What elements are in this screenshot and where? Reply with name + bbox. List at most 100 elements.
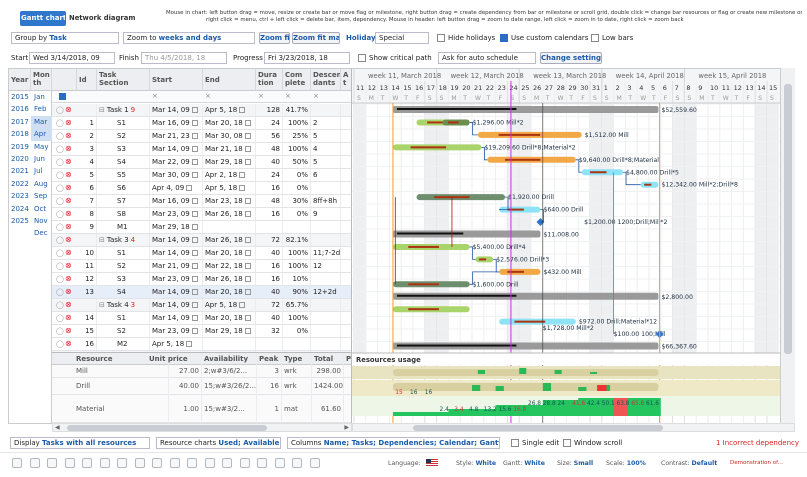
cell-dur[interactable]: 48: [271, 145, 280, 153]
cell-start[interactable]: Mar 14, 09: [152, 145, 190, 153]
filter-row[interactable]: × × × × ×: [52, 91, 351, 103]
dependency-line[interactable]: [469, 271, 500, 285]
calendar-icon[interactable]: [191, 250, 198, 256]
resource-peak[interactable]: 3: [257, 365, 282, 378]
cell-start[interactable]: Mar 29, 18: [152, 223, 190, 231]
cell-id[interactable]: 7: [89, 197, 94, 205]
day-label[interactable]: 17: [427, 84, 435, 92]
calendar-icon[interactable]: [191, 237, 198, 243]
day-label[interactable]: 27: [545, 84, 553, 92]
day-label[interactable]: 9: [698, 84, 702, 92]
cell-dep[interactable]: 5: [313, 158, 318, 166]
month-item[interactable]: Nov: [34, 216, 48, 225]
month-item[interactable]: May: [34, 142, 49, 151]
cell-id[interactable]: 14: [85, 314, 94, 322]
calendar-icon[interactable]: [239, 185, 246, 191]
month-item[interactable]: Jan: [34, 93, 45, 101]
cell-start[interactable]: Mar 14, 09: [152, 249, 190, 257]
dependency-line[interactable]: [469, 246, 476, 260]
day-label[interactable]: 3: [627, 84, 631, 92]
row-settings-icon[interactable]: ◯: [56, 275, 64, 283]
redo-icon[interactable]: [82, 458, 92, 468]
delete-row-icon[interactable]: ⊗: [65, 261, 72, 270]
cell-start[interactable]: Mar 21, 09: [152, 262, 190, 270]
task-name[interactable]: M2: [117, 340, 128, 348]
row-settings-icon[interactable]: ◯: [56, 327, 64, 335]
cell-start[interactable]: Mar 16, 09: [152, 119, 190, 127]
day-label[interactable]: 12: [368, 84, 376, 92]
day-label[interactable]: 20: [462, 84, 470, 92]
cell-comp[interactable]: 0%: [296, 184, 308, 192]
row-settings-icon[interactable]: ◯: [56, 119, 64, 127]
row-settings-icon[interactable]: ◯: [56, 340, 64, 348]
year-item[interactable]: 2019: [11, 142, 29, 151]
delete-row-icon[interactable]: ⊗: [65, 326, 72, 335]
collapse-icon[interactable]: ⊟: [99, 236, 105, 244]
day-label[interactable]: 2: [616, 84, 620, 92]
day-label[interactable]: 22: [486, 84, 494, 92]
resource-price[interactable]: 40.00: [147, 378, 202, 395]
cell-comp[interactable]: 82.1%: [285, 236, 308, 244]
task-name[interactable]: S2: [117, 327, 126, 335]
cell-dur[interactable]: 40: [271, 288, 280, 296]
task-name[interactable]: S6: [117, 184, 126, 192]
day-label[interactable]: 12: [734, 84, 742, 92]
resource-charts-select[interactable]: Resource charts Used; Available: [156, 437, 281, 449]
col-header-duration[interactable]: Dura tion: [256, 69, 283, 91]
day-label[interactable]: 31: [592, 84, 600, 92]
cell-dep[interactable]: 8ff+8h: [313, 197, 338, 205]
cell-dep[interactable]: 9: [313, 210, 318, 218]
calendar-icon[interactable]: [191, 302, 198, 308]
usage-bar-drill[interactable]: [392, 383, 659, 391]
collapse-icon[interactable]: ⊟: [99, 301, 105, 309]
summary-bar[interactable]: [392, 230, 541, 238]
cell-end[interactable]: Mar 26, 18: [205, 275, 243, 283]
delete-row-icon[interactable]: ⊗: [65, 105, 72, 114]
cell-dur[interactable]: 48: [271, 197, 280, 205]
day-label[interactable]: 14: [391, 84, 399, 92]
cell-dur[interactable]: 128: [266, 106, 280, 114]
settings-icon[interactable]: [274, 458, 285, 468]
resource-col-header[interactable]: Pri: [346, 355, 352, 363]
cell-end[interactable]: Mar 26, 18: [205, 210, 243, 218]
col-header-dependents[interactable]: Descen dants: [311, 69, 341, 91]
row-settings-icon[interactable]: ◯: [56, 262, 64, 270]
calendar-icon[interactable]: [191, 159, 198, 165]
cell-end[interactable]: Mar 20, 18: [205, 119, 243, 127]
task-name[interactable]: S3: [117, 145, 126, 153]
year-item[interactable]: 2015: [11, 93, 29, 101]
table-row[interactable]: ◯ ⊗ 8 S8 Mar 23, 09 Mar 26, 18 16 0% 9: [52, 208, 351, 221]
cell-end[interactable]: Mar 22, 18: [205, 262, 243, 270]
calendar-icon[interactable]: [244, 211, 251, 217]
resource-col-header[interactable]: Type: [282, 353, 312, 365]
holidays-select[interactable]: Special: [375, 32, 429, 44]
year-item[interactable]: 2025: [11, 216, 29, 225]
day-label[interactable]: 23: [498, 84, 506, 92]
cell-dur[interactable]: 24: [271, 171, 280, 179]
cell-comp[interactable]: 0%: [296, 171, 308, 179]
calendar-icon[interactable]: [244, 133, 251, 139]
cell-dur[interactable]: 16: [271, 275, 280, 283]
day-label[interactable]: 14: [757, 84, 765, 92]
cell-id[interactable]: 9: [89, 223, 94, 231]
table-row[interactable]: ◯ ⊗ 12 S3 Mar 23, 09 Mar 26, 18 16 10%: [52, 273, 351, 286]
cell-dep[interactable]: 4: [313, 145, 318, 153]
resource-col-header[interactable]: Availability: [202, 353, 257, 365]
scale-select[interactable]: Scale: 100%: [606, 460, 646, 467]
zoom-fit-max-button[interactable]: Zoom fit max: [292, 32, 340, 44]
resource-row[interactable]: Drill 40.00 15;w#3/26/2... 16 wrk 1424.00: [52, 378, 351, 395]
calendar-icon[interactable]: [244, 198, 251, 204]
cell-id[interactable]: 12: [85, 275, 94, 283]
resource-row[interactable]: Material 1.00 15;w#3/2... 1 mat 61.60: [52, 395, 351, 423]
day-label[interactable]: 28: [557, 84, 565, 92]
table-row[interactable]: ◯ ⊗ 5 S5 Mar 30, 09 Apr 2, 18 24 0% 6: [52, 169, 351, 182]
cell-dur[interactable]: 56: [271, 132, 280, 140]
calendar-icon[interactable]: [244, 146, 251, 152]
cell-comp[interactable]: 100%: [287, 249, 308, 257]
month-item[interactable]: Jul: [34, 167, 43, 176]
cell-end[interactable]: Mar 30, 08: [205, 132, 243, 140]
grid-horizontal-scrollbar[interactable]: ◀ ▶: [52, 423, 352, 432]
dependency-line[interactable]: [575, 159, 582, 173]
delete-row-icon[interactable]: ⊗: [65, 157, 72, 166]
task-name[interactable]: S4: [117, 158, 126, 166]
